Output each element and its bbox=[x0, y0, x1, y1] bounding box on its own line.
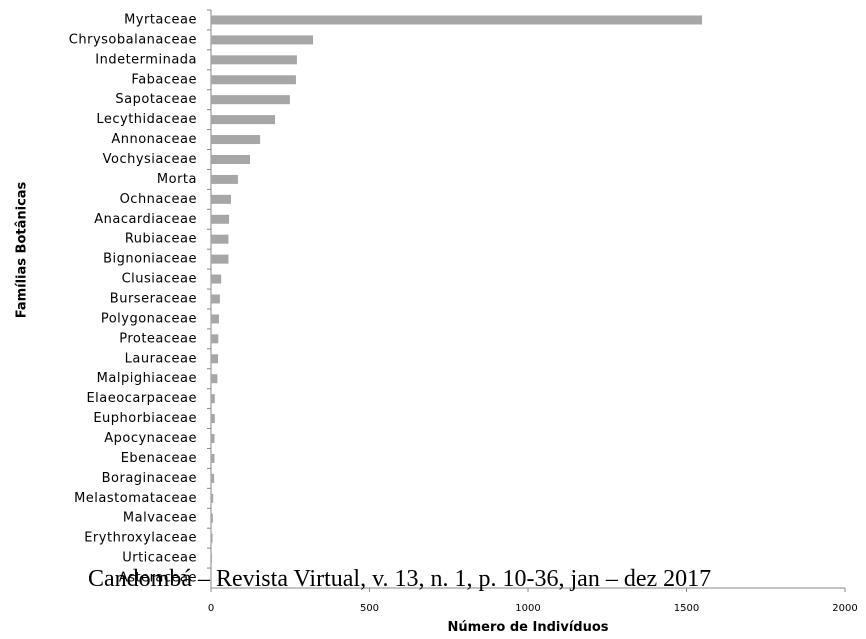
y-tick-label: Malvaceae bbox=[123, 511, 197, 526]
y-tick-label: Apocynaceae bbox=[104, 431, 197, 446]
bar bbox=[211, 434, 215, 444]
y-tick-label: Burseraceae bbox=[110, 292, 197, 307]
bar bbox=[211, 115, 276, 125]
bar bbox=[211, 334, 219, 344]
x-tick-label: 1000 bbox=[515, 603, 540, 614]
x-tick-label: 500 bbox=[360, 603, 379, 614]
y-tick-label: Asteraceae bbox=[119, 571, 197, 586]
y-tick-label: Vochysiaceae bbox=[103, 152, 197, 167]
bar bbox=[211, 414, 215, 424]
y-tick-label: Morta bbox=[157, 172, 197, 187]
y-tick-label: Clusiaceae bbox=[122, 272, 197, 287]
y-tick-label: Indeterminada bbox=[95, 52, 197, 67]
bar bbox=[211, 294, 220, 304]
bar bbox=[211, 553, 212, 563]
x-tick-label: 2000 bbox=[832, 603, 857, 614]
y-tick-label: Malpighiaceae bbox=[97, 371, 197, 386]
y-tick-label: Rubiaceae bbox=[125, 232, 197, 247]
y-tick-label: Melastomataceae bbox=[74, 491, 197, 506]
bar bbox=[211, 374, 218, 384]
y-tick-label: Lecythidaceae bbox=[96, 112, 197, 127]
y-tick-label: Proteaceae bbox=[119, 331, 197, 346]
y-tick-label: Boraginaceae bbox=[102, 471, 197, 486]
bar bbox=[211, 533, 213, 543]
y-tick-label: Ebenaceae bbox=[121, 451, 197, 466]
bar bbox=[211, 214, 230, 224]
x-tick-label: 0 bbox=[208, 603, 214, 614]
y-tick-label: Lauraceae bbox=[125, 351, 197, 366]
y-tick-label: Chrysobalanaceae bbox=[69, 32, 197, 47]
bar bbox=[211, 174, 238, 184]
bar bbox=[211, 314, 219, 324]
y-tick-label: Polygonaceae bbox=[101, 311, 197, 326]
bar bbox=[211, 274, 222, 284]
bar bbox=[211, 354, 218, 364]
y-axis-title: Famílias Botânicas bbox=[15, 181, 30, 318]
y-tick-label: Erythroxylaceae bbox=[84, 531, 197, 546]
bar bbox=[211, 194, 231, 204]
footer: Candombá – Revista Virtual, v. 13, n. 1,… bbox=[88, 566, 711, 592]
bar bbox=[211, 15, 703, 25]
bar bbox=[211, 234, 229, 244]
bar bbox=[211, 394, 215, 404]
y-tick-label: Bignoniaceae bbox=[103, 252, 197, 267]
x-tick-label: 1500 bbox=[674, 603, 699, 614]
y-tick-label: Ochnaceae bbox=[120, 192, 197, 207]
bar bbox=[211, 493, 214, 503]
bar bbox=[211, 154, 250, 164]
x-axis-title: Número de Indivíduos bbox=[447, 620, 608, 635]
bar bbox=[211, 573, 212, 583]
y-tick-label: Anacardiaceae bbox=[94, 212, 197, 227]
bar bbox=[211, 513, 213, 523]
bar bbox=[211, 75, 296, 85]
y-tick-label: Annonaceae bbox=[111, 132, 197, 147]
y-tick-label: Euphorbiaceae bbox=[93, 411, 197, 426]
y-tick-label: Sapotaceae bbox=[115, 92, 197, 107]
bar bbox=[211, 473, 215, 483]
bar bbox=[211, 254, 229, 264]
bar bbox=[211, 135, 261, 145]
bar bbox=[211, 35, 314, 45]
y-tick-label: Myrtaceae bbox=[124, 12, 197, 27]
bar bbox=[211, 95, 290, 105]
y-tick-label: Fabaceae bbox=[131, 72, 197, 87]
bar bbox=[211, 55, 297, 65]
y-tick-label: Elaeocarpaceae bbox=[86, 391, 197, 406]
bar bbox=[211, 453, 215, 463]
y-tick-label: Urticaceae bbox=[122, 551, 197, 566]
